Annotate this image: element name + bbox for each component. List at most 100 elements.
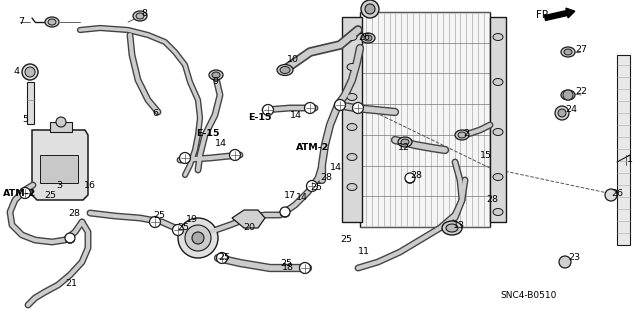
Circle shape — [280, 207, 290, 217]
Ellipse shape — [209, 70, 223, 80]
Text: E-15: E-15 — [196, 129, 220, 137]
Circle shape — [173, 225, 184, 235]
Ellipse shape — [347, 33, 357, 41]
Ellipse shape — [133, 11, 147, 21]
Bar — [27, 82, 34, 124]
Text: 28: 28 — [68, 209, 80, 218]
Text: 2: 2 — [463, 129, 469, 137]
Text: FR.: FR. — [536, 10, 552, 20]
Circle shape — [335, 100, 346, 110]
Text: 15: 15 — [480, 151, 492, 160]
Circle shape — [178, 218, 218, 258]
Text: 25: 25 — [310, 183, 322, 192]
Text: 25: 25 — [218, 254, 230, 263]
Text: 11: 11 — [358, 248, 370, 256]
Circle shape — [179, 152, 191, 164]
Text: 18: 18 — [282, 263, 294, 272]
Text: 4: 4 — [14, 68, 20, 77]
Ellipse shape — [280, 66, 290, 73]
Ellipse shape — [48, 19, 56, 25]
Text: 27: 27 — [575, 46, 587, 55]
Text: 22: 22 — [575, 87, 587, 97]
Ellipse shape — [277, 64, 293, 76]
Text: 7: 7 — [18, 18, 24, 26]
Text: 25: 25 — [280, 258, 292, 268]
Circle shape — [56, 117, 66, 127]
Text: 28: 28 — [410, 170, 422, 180]
Ellipse shape — [136, 13, 144, 19]
Text: ATM-2: ATM-2 — [3, 189, 36, 197]
Circle shape — [307, 181, 317, 191]
Text: 26: 26 — [611, 189, 623, 197]
Circle shape — [300, 263, 310, 273]
Text: 14: 14 — [330, 164, 342, 173]
Circle shape — [192, 232, 204, 244]
Circle shape — [559, 256, 571, 268]
Text: 23: 23 — [568, 254, 580, 263]
Circle shape — [150, 217, 161, 227]
Text: 20: 20 — [243, 222, 255, 232]
Ellipse shape — [401, 139, 409, 145]
Text: E-15: E-15 — [248, 114, 271, 122]
Ellipse shape — [458, 132, 466, 138]
Text: 21: 21 — [65, 278, 77, 287]
Text: 19: 19 — [186, 216, 198, 225]
Ellipse shape — [561, 47, 575, 57]
Circle shape — [305, 102, 316, 114]
Circle shape — [22, 64, 38, 80]
Circle shape — [558, 109, 566, 117]
Circle shape — [230, 150, 241, 160]
Ellipse shape — [347, 63, 357, 70]
Text: 25: 25 — [153, 211, 165, 219]
Text: 28: 28 — [486, 196, 498, 204]
Text: 8: 8 — [141, 10, 147, 19]
Circle shape — [216, 253, 227, 263]
Circle shape — [361, 0, 379, 18]
Circle shape — [555, 106, 569, 120]
Polygon shape — [232, 210, 265, 228]
Text: 6: 6 — [152, 108, 158, 117]
Ellipse shape — [364, 35, 372, 41]
Ellipse shape — [493, 78, 503, 85]
Bar — [50, 122, 72, 132]
Ellipse shape — [564, 49, 572, 55]
Text: 10: 10 — [287, 56, 299, 64]
Circle shape — [563, 90, 573, 100]
Text: 28: 28 — [320, 174, 332, 182]
Ellipse shape — [446, 224, 458, 232]
Ellipse shape — [442, 221, 462, 235]
Ellipse shape — [493, 129, 503, 136]
FancyArrow shape — [545, 8, 575, 20]
Ellipse shape — [347, 123, 357, 130]
Polygon shape — [32, 130, 88, 200]
Text: ATM-2: ATM-2 — [296, 144, 329, 152]
Ellipse shape — [361, 33, 375, 43]
Circle shape — [353, 102, 364, 114]
Text: 3: 3 — [56, 181, 62, 189]
Text: 12: 12 — [398, 144, 410, 152]
Ellipse shape — [347, 93, 357, 100]
Ellipse shape — [212, 72, 220, 78]
Ellipse shape — [455, 130, 469, 140]
Ellipse shape — [347, 183, 357, 190]
Bar — [342, 17, 362, 222]
Circle shape — [65, 233, 75, 243]
Bar — [40, 155, 78, 183]
Text: 14: 14 — [215, 138, 227, 147]
Ellipse shape — [493, 174, 503, 181]
Circle shape — [25, 67, 35, 77]
Text: 14: 14 — [290, 110, 302, 120]
Ellipse shape — [561, 90, 575, 100]
Text: 25: 25 — [44, 190, 56, 199]
Text: 26: 26 — [358, 33, 370, 42]
Bar — [360, 12, 490, 227]
Text: 14: 14 — [296, 194, 308, 203]
Text: 17: 17 — [284, 190, 296, 199]
Ellipse shape — [493, 209, 503, 216]
Ellipse shape — [398, 137, 412, 147]
Circle shape — [605, 189, 617, 201]
Text: 13: 13 — [453, 220, 465, 229]
Bar — [490, 17, 506, 222]
Text: 24: 24 — [565, 106, 577, 115]
Circle shape — [262, 105, 273, 115]
